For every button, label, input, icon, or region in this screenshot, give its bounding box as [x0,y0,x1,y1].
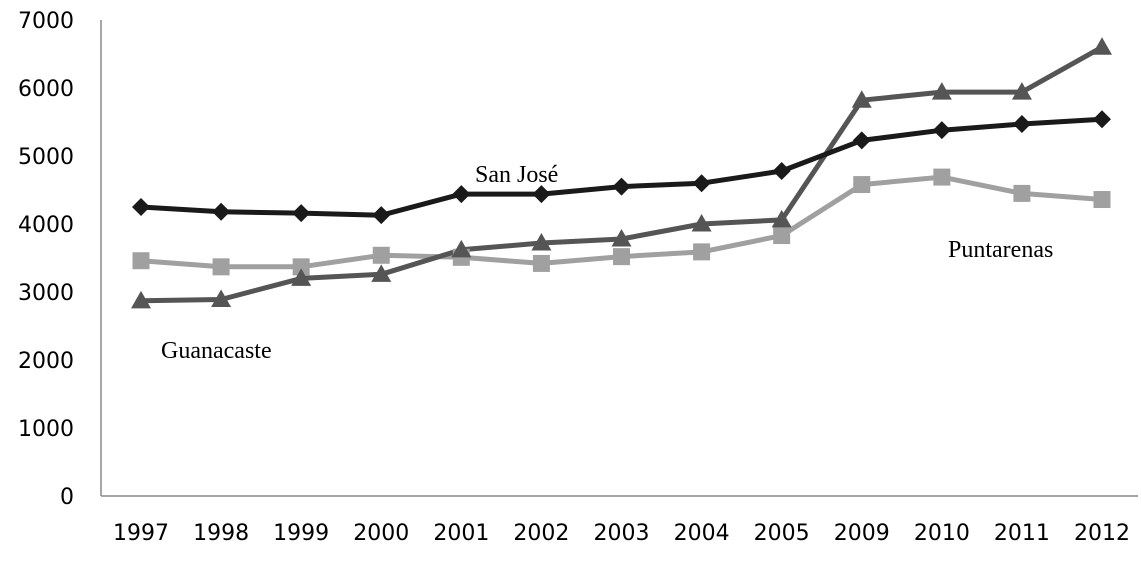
y-tick-label: 3000 [18,281,74,306]
data-point-guanacaste [211,289,232,307]
x-tick-label: 2009 [834,521,890,546]
data-point-puntarenas [1013,184,1031,202]
series-line-san-jose [140,116,1103,218]
x-tick-labels: 1997 1998 1999 2000 2001 2002 2003 2004 2005 2009… [113,521,1130,546]
y-tick-label: 7000 [18,9,74,34]
data-point-san-jose [932,121,951,140]
data-point-guanacaste [131,290,151,309]
data-point-guanacaste [291,268,312,286]
data-point-san-jose [612,177,631,196]
y-tick-label: 6000 [18,77,74,102]
series-markers [131,37,1112,309]
data-point-puntarenas [613,248,630,266]
x-tick-label: 2003 [594,521,650,546]
x-tick-label: 2005 [754,521,810,546]
x-tick-label: 2001 [433,521,489,546]
y-tick-label: 2000 [18,349,74,374]
x-tick-label: 2012 [1074,521,1130,546]
y-tick-labels: 0 1000 2000 3000 4000 5000 6000 7000 [18,9,74,510]
data-point-puntarenas [1093,191,1111,209]
data-point-puntarenas [372,246,390,264]
x-tick-label: 2011 [994,521,1050,546]
data-point-guanacaste [691,214,712,232]
x-tick-label: 2010 [914,521,970,546]
x-tick-label: 1998 [193,521,249,546]
data-point-guanacaste [451,239,472,258]
series-label-guanacaste: Guanacaste [161,338,272,364]
x-tick-label: 1997 [113,521,169,546]
data-point-puntarenas [773,227,791,245]
data-point-guanacaste [851,90,872,108]
y-tick-label: 4000 [18,213,74,238]
data-point-san-jose [1093,110,1111,129]
data-point-san-jose [1012,115,1031,134]
data-point-san-jose [292,204,311,223]
data-point-puntarenas [693,243,711,261]
y-tick-label: 5000 [18,145,74,170]
y-tick-label: 0 [60,485,74,510]
data-point-san-jose [372,206,391,225]
x-tick-label: 2004 [674,521,730,546]
data-point-puntarenas [212,258,230,276]
data-point-guanacaste [371,264,392,282]
y-tick-label: 1000 [18,417,74,442]
data-point-guanacaste [1092,37,1112,55]
data-point-san-jose [852,131,871,150]
data-point-guanacaste [771,209,792,228]
data-point-guanacaste [531,233,552,251]
data-point-puntarenas [853,176,871,194]
data-point-puntarenas [532,254,550,272]
data-point-san-jose [772,161,791,180]
series-label-san-jose: San José [475,162,558,188]
data-point-guanacaste [611,228,632,247]
data-point-san-jose [692,174,711,193]
x-tick-label: 2000 [353,521,409,546]
data-point-puntarenas [132,252,150,270]
data-point-puntarenas [292,258,310,276]
data-point-guanacaste [931,82,952,100]
data-point-san-jose [452,185,471,204]
data-point-san-jose [212,202,231,221]
series-label-puntarenas: Puntarenas [948,237,1053,263]
data-point-puntarenas [933,168,951,186]
data-point-san-jose [132,198,150,216]
x-tick-label: 1999 [273,521,329,546]
x-tick-label: 2002 [513,521,569,546]
data-point-guanacaste [1011,82,1032,100]
data-point-san-jose [532,185,551,204]
